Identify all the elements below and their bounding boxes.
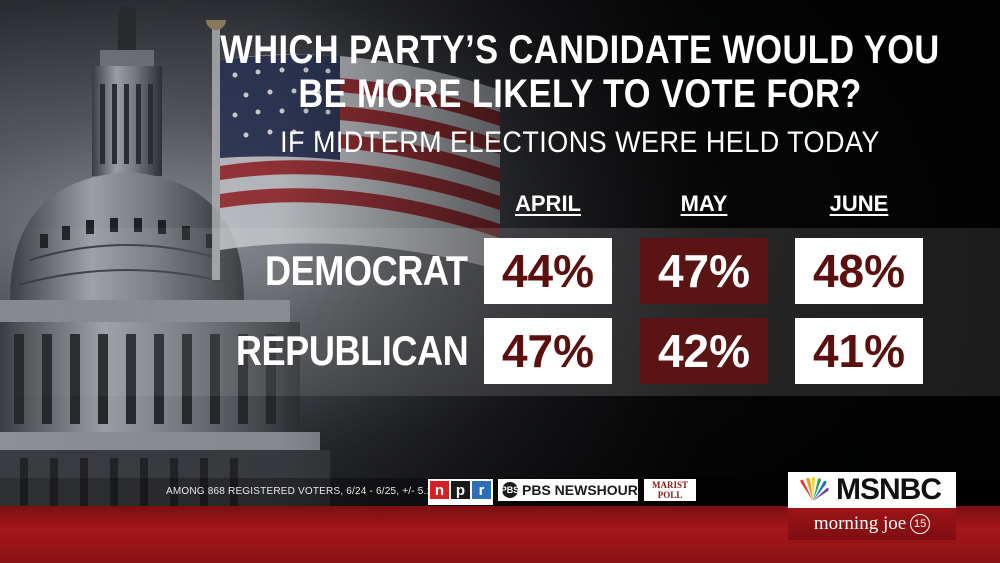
msnbc-logo: MSNBC [788, 472, 956, 508]
npr-letter-n: n [430, 481, 449, 499]
pbs-newshour-text: PBS NEWSHOUR [522, 482, 638, 498]
column-header-june: JUNE [829, 191, 889, 216]
cell-republican-may: 42% [640, 318, 768, 384]
msnbc-wordmark: MSNBC [836, 473, 942, 506]
cell-republican-april: 47% [484, 318, 612, 384]
cell-democrat-april: 44% [484, 238, 612, 304]
cell-republican-june: 41% [795, 318, 923, 384]
channel-badge: 15 [910, 514, 931, 534]
headline-subtitle: IF MIDTERM ELECTIONS WERE HELD TODAY [280, 126, 880, 159]
column-header-april: APRIL [515, 191, 581, 216]
marist-poll-logo: MARIST POLL [644, 479, 696, 501]
pbs-head-icon: PBS [501, 482, 519, 498]
peacock-icon [800, 477, 829, 501]
marist-text: MARIST [651, 480, 688, 490]
cell-democrat-june: 48% [795, 238, 923, 304]
headline-line-1: WHICH PARTY’S CANDIDATE WOULD YOU [220, 28, 940, 72]
npr-letter-r: r [472, 481, 491, 499]
morning-joe-bug: morning joe 15 [788, 508, 956, 540]
npr-logo: n p r [428, 479, 493, 505]
column-header-may: MAY [680, 191, 728, 216]
poll-footnote: AMONG 868 REGISTERED VOTERS, 6/24 - 6/25… [166, 486, 442, 497]
row-label-republican: REPUBLICAN [235, 327, 469, 374]
poll-text: POLL [657, 490, 683, 500]
pbs-newshour-logo: PBS PBS NEWSHOUR [498, 479, 638, 501]
row-label-democrat: DEMOCRAT [265, 247, 468, 294]
morning-joe-text: morning joe [813, 513, 907, 534]
headline-line-2: BE MORE LIKELY TO VOTE FOR? [298, 72, 862, 116]
cell-democrat-may: 47% [640, 238, 768, 304]
npr-letter-p: p [451, 481, 470, 499]
